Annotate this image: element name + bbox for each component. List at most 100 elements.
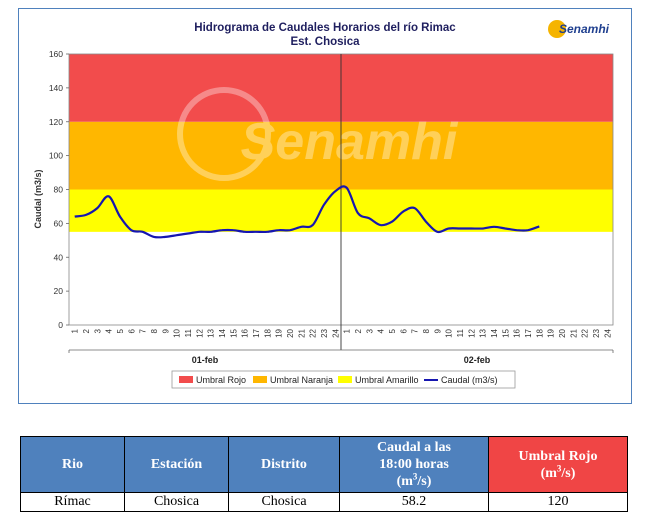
x-tick-label: 2 [82, 328, 91, 333]
y-tick-label: 80 [54, 185, 64, 195]
series-layer [74, 185, 540, 239]
chart-subtitle: Est. Chosica [290, 36, 360, 48]
cell-caudal: 58.2 [339, 492, 489, 512]
x-tick-label: 16 [241, 328, 250, 337]
header-caudal-line1: Caudal a las [377, 440, 451, 455]
cell-umbral-rojo: 120 [488, 492, 628, 512]
header-umbral-line1: Umbral Rojo [518, 448, 598, 464]
x-tick-label: 21 [297, 328, 306, 337]
x-tick-label: 24 [603, 328, 612, 337]
legend: Umbral Rojo Umbral Naranja Umbral Amaril… [171, 370, 516, 389]
y-axis-label: Caudal (m3/s) [33, 169, 43, 228]
x-tick-label: 4 [377, 328, 386, 333]
cell-distrito: Chosica [228, 492, 340, 512]
legend-swatch-naranja [253, 376, 267, 383]
x-tick-label: 22 [581, 328, 590, 337]
y-tick-label: 140 [49, 83, 63, 93]
x-tick-label: 22 [309, 328, 318, 337]
header-umbral-rojo: Umbral Rojo (m3/s) [488, 436, 628, 493]
x-tick-label: 20 [558, 328, 567, 337]
table-row: Rímac Chosica Chosica 58.2 120 [20, 492, 628, 512]
sun-watermark-icon [177, 87, 271, 181]
x-tick-label: 15 [229, 328, 238, 337]
senamhi-logo: Senamhi [548, 20, 610, 38]
x-tick-label: 20 [286, 328, 295, 337]
x-tick-label: 18 [535, 328, 544, 337]
x-tick-label: 11 [184, 328, 193, 337]
legend-swatch-rojo [179, 376, 193, 383]
x-tick-label: 23 [592, 328, 601, 337]
watermark-text: Senamhi [241, 113, 459, 171]
legend-label-naranja: Umbral Naranja [270, 375, 333, 385]
x-tick-label: 10 [173, 328, 182, 337]
cell-estacion: Chosica [124, 492, 229, 512]
series-caudal-line [74, 185, 540, 239]
chart-title: Hidrograma de Caudales Horarios del río … [194, 22, 456, 34]
x-tick-label: 6 [127, 328, 136, 333]
x-tick-label: 9 [433, 328, 442, 333]
x-tick-label: 13 [479, 328, 488, 337]
x-tick-label: 10 [445, 328, 454, 337]
x-tick-label: 6 [399, 328, 408, 333]
data-table: Rio Estación Distrito Caudal a las 18:00… [20, 436, 628, 512]
x-tick-label: 19 [275, 328, 284, 337]
x-tick-label: 11 [456, 328, 465, 337]
x-tick-label: 4 [105, 328, 114, 333]
header-caudal: Caudal a las 18:00 horas (m3/s) [339, 436, 489, 493]
x-tick-label: 8 [422, 328, 431, 333]
x-tick-label: 17 [252, 328, 261, 337]
senamhi-watermark: Senamhi [177, 87, 459, 181]
legend-label-amarillo: Umbral Amarillo [355, 375, 419, 385]
x-tick-label: 13 [207, 328, 216, 337]
y-tick-label: 20 [54, 286, 64, 296]
x-tick-label: 18 [263, 328, 272, 337]
x-tick-label: 12 [467, 328, 476, 337]
y-tick-label: 40 [54, 252, 64, 262]
x-tick-label: 14 [490, 328, 499, 337]
legend-label-caudal: Caudal (m3/s) [441, 375, 498, 385]
x-tick-label: 21 [569, 328, 578, 337]
y-tick-label: 100 [49, 151, 63, 161]
hydrograph-chart: Hidrograma de Caudales Horarios del río … [33, 20, 614, 389]
x-tick-label: 19 [547, 328, 556, 337]
header-umbral-unit: (m3/s) [540, 462, 576, 481]
x-tick-label: 7 [139, 328, 148, 333]
header-distrito: Distrito [228, 436, 340, 493]
x-tick-label: 7 [411, 328, 420, 333]
x-axis: 1 2 3 4 5 6 7 8 9 10 11 12 13 14 15 16 17 18 19 20 21 22 23 24 1… [68, 54, 614, 365]
x-tick-label: 9 [161, 328, 170, 333]
header-rio: Rio [20, 436, 125, 493]
header-caudal-unit: (m3/s) [396, 471, 432, 489]
x-tick-label: 8 [150, 328, 159, 333]
chart-panel: Hidrograma de Caudales Horarios del río … [18, 8, 632, 404]
table-header-row: Rio Estación Distrito Caudal a las 18:00… [20, 436, 628, 493]
x-tick-label: 5 [388, 328, 397, 333]
legend-swatch-amarillo [338, 376, 352, 383]
y-tick-label: 0 [58, 320, 63, 330]
x-tick-label: 1 [71, 328, 80, 333]
y-tick-label: 60 [54, 218, 64, 228]
x-tick-label: 1 [343, 328, 352, 333]
x-tick-label: 15 [501, 328, 510, 337]
x-tick-label: 23 [320, 328, 329, 337]
legend-label-rojo: Umbral Rojo [196, 375, 246, 385]
sun-icon [548, 20, 566, 38]
x-tick-label: 5 [116, 328, 125, 333]
day-label: 02-feb [464, 355, 491, 365]
header-estacion: Estación [124, 436, 229, 493]
x-tick-label: 17 [524, 328, 533, 337]
day-label: 01-feb [192, 355, 219, 365]
x-tick-label: 24 [331, 328, 340, 337]
y-tick-label: 120 [49, 117, 63, 127]
x-tick-label: 14 [218, 328, 227, 337]
x-tick-label: 2 [354, 328, 363, 333]
logo-text: Senamhi [559, 22, 610, 36]
x-tick-label: 3 [93, 328, 102, 333]
x-tick-label: 16 [513, 328, 522, 337]
y-axis: 0 20 40 60 80 100 120 140 160 [49, 49, 69, 330]
x-tick-label: 3 [365, 328, 374, 333]
cell-rio: Rímac [20, 492, 125, 512]
y-tick-label: 160 [49, 49, 63, 59]
x-tick-label: 12 [195, 328, 204, 337]
header-caudal-line2: 18:00 horas [379, 457, 449, 472]
